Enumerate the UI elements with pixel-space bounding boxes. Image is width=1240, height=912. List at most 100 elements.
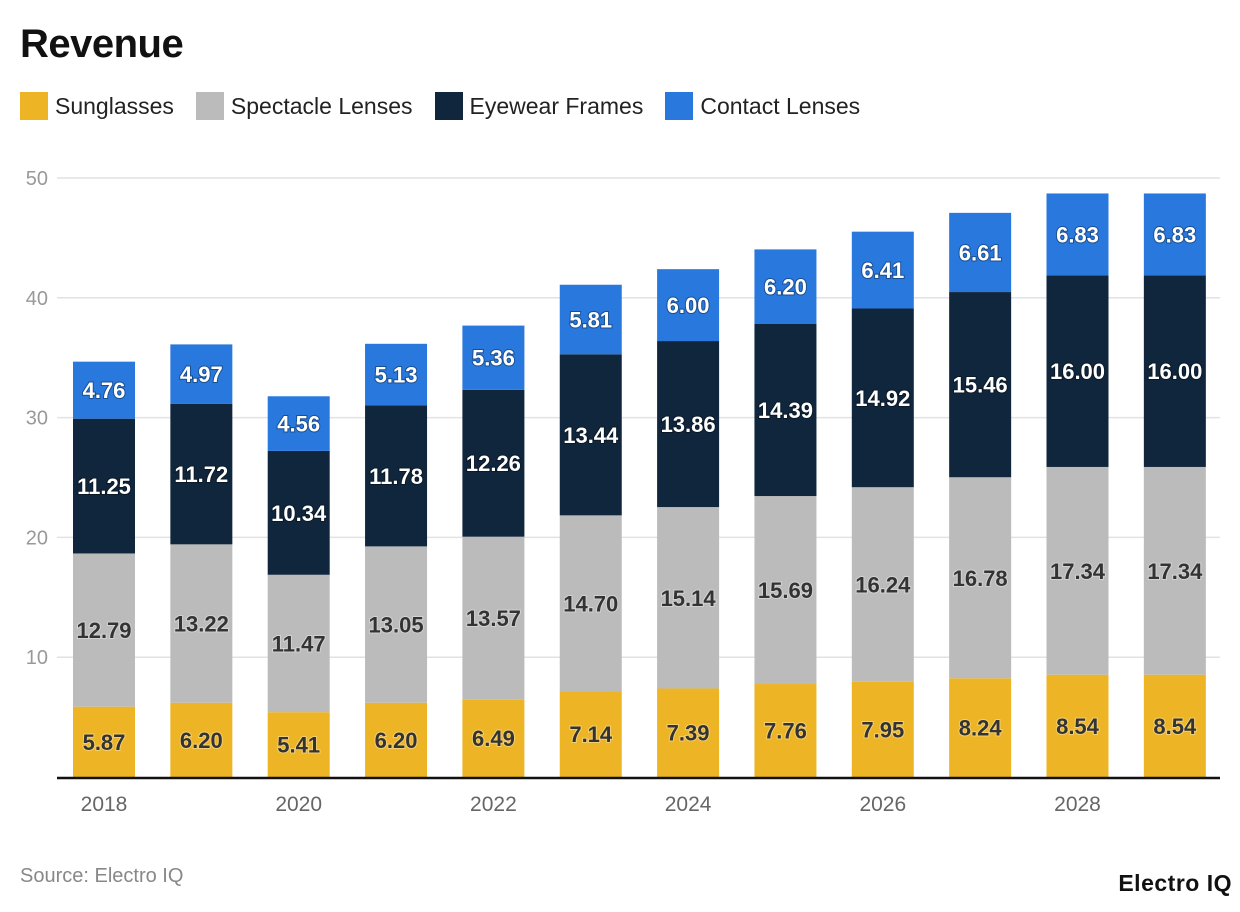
x-tick-label: 2024: [665, 793, 712, 816]
legend-swatch: [434, 92, 463, 120]
legend-label: Spectacle Lenses: [230, 92, 413, 119]
data-label: 11.25: [77, 474, 131, 499]
y-tick-label: 20: [26, 527, 48, 549]
data-label: 6.20: [375, 728, 418, 753]
data-label: 15.69: [758, 578, 813, 603]
bar-segment: [1143, 193, 1206, 276]
bar-segment: [365, 343, 428, 406]
data-label: 13.22: [174, 612, 229, 637]
x-tick-label: 2018: [81, 793, 128, 816]
legend: Sunglasses Spectacle Lenses Eyewear Frames…: [20, 92, 882, 120]
bar-segment: [851, 487, 914, 682]
y-tick-label: 50: [26, 168, 48, 190]
data-label: 6.61: [959, 240, 1002, 265]
data-label: 17.34: [1050, 559, 1106, 584]
data-label: 5.81: [569, 308, 612, 333]
bar-segment: [1046, 466, 1109, 675]
data-label: 6.49: [472, 726, 515, 751]
bar-segment: [559, 284, 622, 355]
data-label: 7.14: [569, 722, 613, 747]
x-tick-label: 2020: [275, 793, 322, 816]
bar-segment: [170, 403, 233, 545]
data-label: 13.05: [369, 613, 424, 638]
x-tick-label: 2026: [859, 793, 906, 816]
data-label: 6.20: [180, 728, 223, 753]
data-label: 8.54: [1153, 714, 1197, 739]
bar-segment: [267, 574, 330, 713]
bar-segment: [1046, 674, 1109, 777]
bar-segment: [559, 691, 622, 777]
data-label: 15.14: [661, 586, 717, 611]
data-label: 7.39: [667, 721, 710, 746]
bar-segment: [559, 354, 622, 516]
legend-label: Eyewear Frames: [469, 92, 644, 119]
data-label: 6.41: [861, 258, 904, 283]
bar-segment: [1143, 674, 1206, 777]
data-label: 6.83: [1153, 222, 1196, 247]
bar-segment: [73, 706, 135, 777]
bar-segment: [1143, 466, 1206, 675]
data-label: 4.76: [83, 378, 126, 403]
source-note: Source: Electro IQ: [20, 865, 184, 887]
bar-segment: [1143, 275, 1206, 467]
x-tick-label: 2022: [470, 793, 517, 816]
bar-segment: [267, 712, 330, 777]
data-label: 8.54: [1056, 714, 1100, 739]
bar-segment: [754, 496, 817, 685]
data-label: 6.83: [1056, 222, 1099, 247]
bar-segment: [754, 684, 817, 777]
data-label: 16.78: [953, 566, 1008, 591]
legend-item-sunglasses: Sunglasses: [20, 92, 174, 120]
legend-item-contact-lenses: Contact Lenses: [665, 92, 860, 120]
data-label: 12.26: [466, 451, 521, 476]
data-label: 17.34: [1147, 559, 1203, 584]
bar-segment: [462, 699, 525, 777]
data-label: 4.56: [277, 412, 320, 437]
data-label: 5.87: [83, 730, 126, 755]
data-label: 13.44: [563, 423, 619, 448]
data-label: 15.46: [953, 373, 1008, 398]
chart-title: Revenue: [20, 22, 184, 66]
legend-swatch: [20, 92, 48, 120]
bar-segment: [657, 341, 720, 508]
electro-iq-logo: Electro IQ: [1118, 870, 1232, 896]
bar-segment: [851, 308, 914, 488]
legend-swatch: [195, 92, 224, 120]
bar-segment: [949, 477, 1012, 679]
x-tick-label: 2028: [1054, 793, 1101, 816]
legend-item-eyewear-frames: Eyewear Frames: [434, 92, 644, 120]
bar-segment: [73, 553, 135, 707]
data-label: 6.20: [764, 275, 807, 300]
bar-segment: [657, 688, 720, 777]
bar-segment: [949, 678, 1012, 777]
data-label: 5.41: [277, 733, 320, 758]
data-label: 14.39: [758, 398, 813, 423]
legend-label: Contact Lenses: [700, 92, 861, 119]
y-tick-label: 10: [26, 647, 48, 669]
data-label: 14.92: [855, 386, 910, 411]
y-tick-label: 30: [26, 408, 48, 430]
data-label: 4.97: [180, 362, 223, 387]
data-label: 13.86: [661, 412, 716, 437]
bar-segment: [365, 702, 428, 777]
data-label: 13.57: [466, 606, 521, 631]
bar-segment: [559, 515, 622, 692]
legend-item-spectacle-lenses: Spectacle Lenses: [195, 92, 413, 120]
bar-segment: [462, 389, 525, 537]
bar-segment: [949, 292, 1012, 478]
bar-segment: [73, 418, 135, 554]
data-label: 16.00: [1147, 359, 1202, 384]
data-label: 5.36: [472, 346, 515, 371]
bar-segment: [170, 544, 233, 703]
bar-segment: [1046, 275, 1109, 467]
data-label: 16.00: [1050, 359, 1105, 384]
bar-segment: [754, 323, 817, 497]
bar-segment: [754, 249, 817, 324]
bar-segment: [365, 546, 428, 703]
data-label: 10.34: [271, 501, 327, 526]
data-label: 8.24: [959, 716, 1003, 741]
data-label: 7.76: [764, 719, 807, 744]
bar-segment: [170, 702, 233, 777]
legend-swatch: [665, 92, 694, 120]
